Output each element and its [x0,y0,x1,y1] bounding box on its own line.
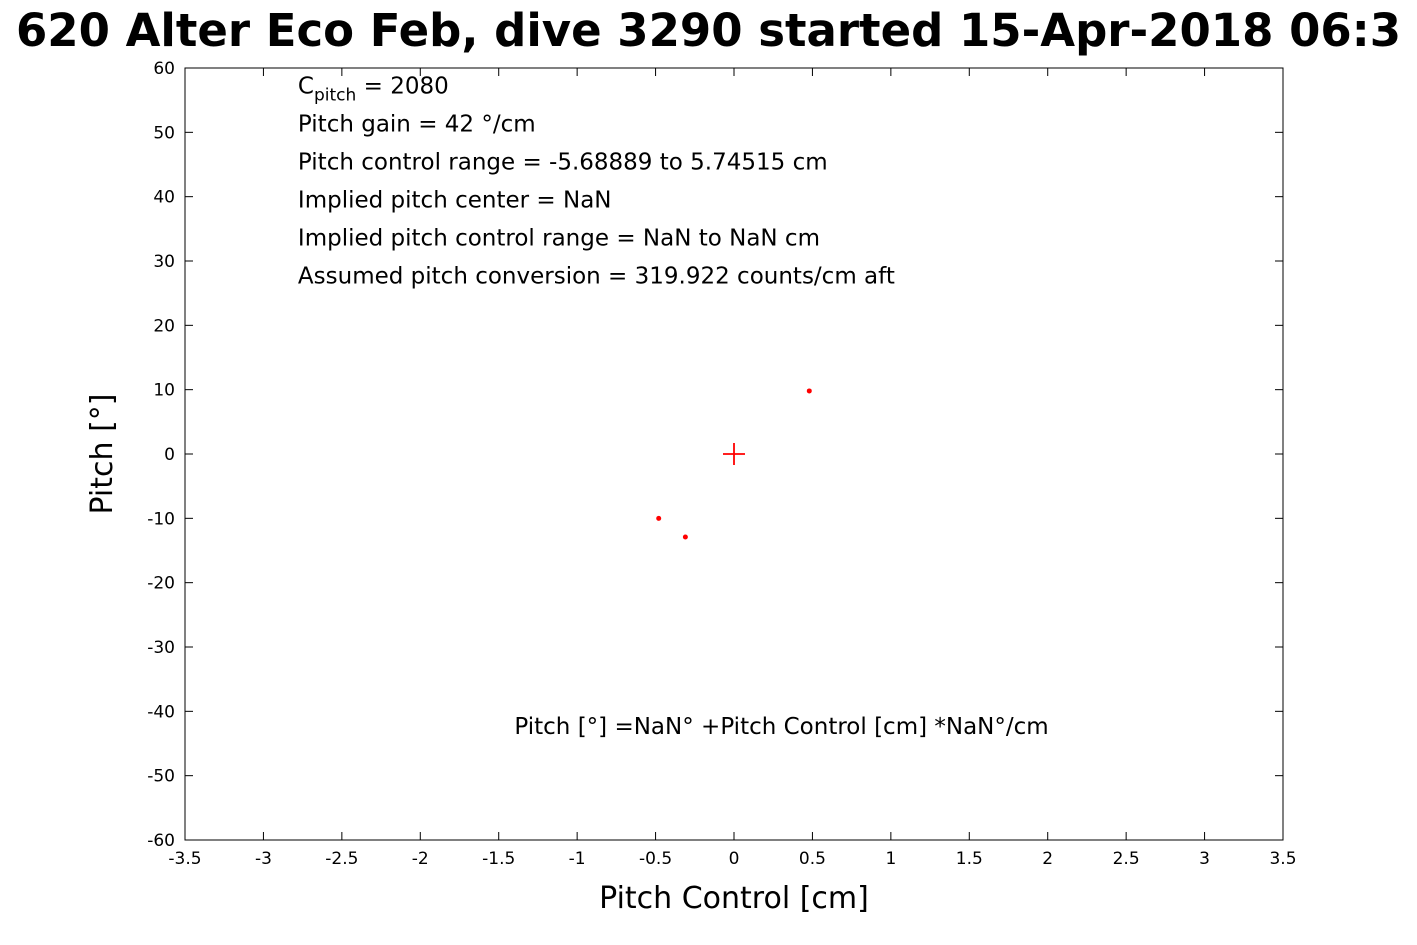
info-annotation-line: Implied pitch control range = NaN to NaN… [298,226,820,252]
y-tick-label: -20 [147,574,175,594]
x-tick-label: 1.5 [956,849,983,869]
x-tick-label: 1 [885,849,896,869]
x-tick-label: 0 [729,849,740,869]
info-annotation-line: Cpitch = 2080 [298,74,449,106]
data-point [682,534,688,540]
info-annotation-line: Assumed pitch conversion = 319.922 count… [298,264,895,290]
x-tick-label: 2 [1042,849,1053,869]
x-tick-label: -1 [569,849,586,869]
y-tick-label: 30 [153,252,175,272]
y-tick-label: -10 [147,509,175,529]
info-annotation-line: Pitch control range = -5.68889 to 5.7451… [298,150,828,176]
y-tick-label: 50 [153,123,175,143]
info-annotation-line: Pitch gain = 42 °/cm [298,112,536,138]
x-tick-label: 0.5 [799,849,826,869]
chart-title: 620 Alter Eco Feb, dive 3290 started 15-… [15,4,1402,57]
x-tick-label: -1.5 [482,849,515,869]
x-tick-label: 3.5 [1269,849,1296,869]
equation-annotation: Pitch [°] =NaN° +Pitch Control [cm] *NaN… [514,714,1048,740]
pitch-observations [656,388,812,540]
y-tick-label: -40 [147,702,175,722]
x-axis-ticks: -3.5 -3 -2.5 -2 -1.5 -1 -0.5 0 0.5 1 1.5 2 2.5 3 3.5 [168,68,1297,869]
x-tick-label: -3.5 [168,849,201,869]
info-annotation: Cpitch = 2080 Pitch gain = 42 °/cm Pitch c… [298,74,895,290]
x-tick-label: 3 [1199,849,1210,869]
y-tick-label: -50 [147,767,175,787]
implied-pitch-center [723,443,745,465]
y-axis-label: Pitch [°] [85,394,120,515]
x-axis-label: Pitch Control [cm] [599,881,869,916]
x-tick-label: -2 [412,849,429,869]
data-point [656,515,662,521]
y-tick-label: -30 [147,638,175,658]
x-tick-label: -2.5 [325,849,358,869]
x-tick-label: -0.5 [639,849,672,869]
y-tick-label: 60 [153,59,175,79]
data-point [806,388,812,394]
y-tick-label: 0 [164,445,175,465]
y-tick-label: -60 [147,831,175,851]
x-tick-label: 2.5 [1113,849,1140,869]
y-tick-label: 10 [153,381,175,401]
y-axis-ticks: -60 -50 -40 -30 -20 -10 0 10 20 30 40 50 60 [147,59,1283,851]
x-tick-label: -3 [255,849,272,869]
info-annotation-line: Implied pitch center = NaN [298,188,612,214]
y-tick-label: 20 [153,316,175,336]
y-tick-label: 40 [153,188,175,208]
